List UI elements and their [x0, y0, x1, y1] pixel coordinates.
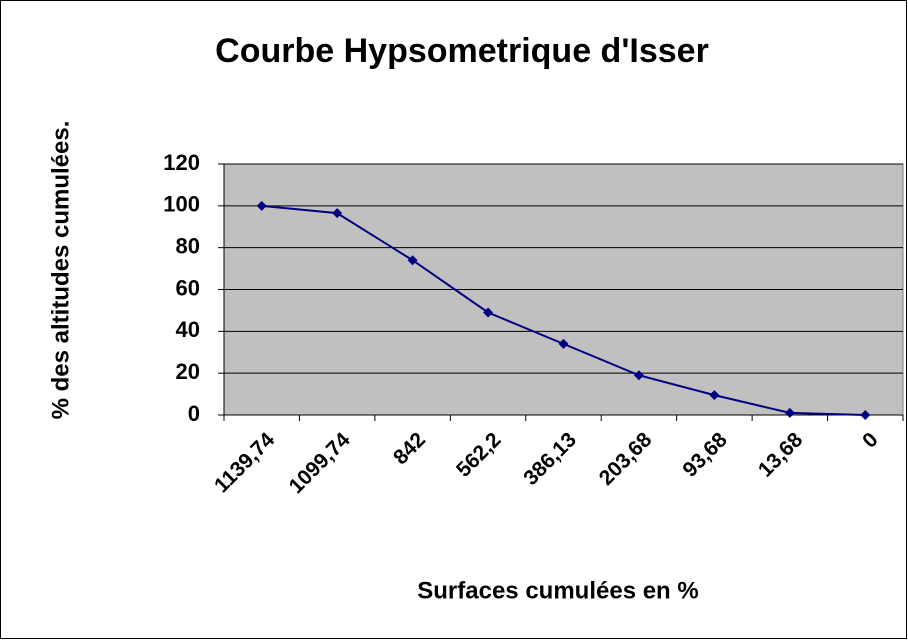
y-tick-label: 120 [163, 150, 200, 175]
data-point [407, 255, 418, 266]
y-tick-label: 0 [188, 401, 200, 426]
x-axis-label: Surfaces cumulées en % [417, 577, 698, 604]
y-tick-label: 40 [176, 317, 200, 342]
data-point [633, 370, 644, 381]
data-point [709, 390, 720, 401]
y-tick-label: 20 [176, 359, 200, 384]
data-point [558, 338, 569, 349]
y-tick-label: 100 [163, 192, 200, 217]
y-axis-label: % des altitudes cumulées. [47, 121, 74, 420]
y-tick-label: 60 [176, 275, 200, 300]
y-tick-label: 80 [176, 233, 200, 258]
data-point [332, 208, 343, 219]
data-point [483, 307, 494, 318]
data-point [256, 200, 267, 211]
chart-title: Courbe Hypsometrique d'Isser [215, 32, 709, 70]
data-point [860, 410, 871, 420]
data-point [784, 407, 795, 418]
